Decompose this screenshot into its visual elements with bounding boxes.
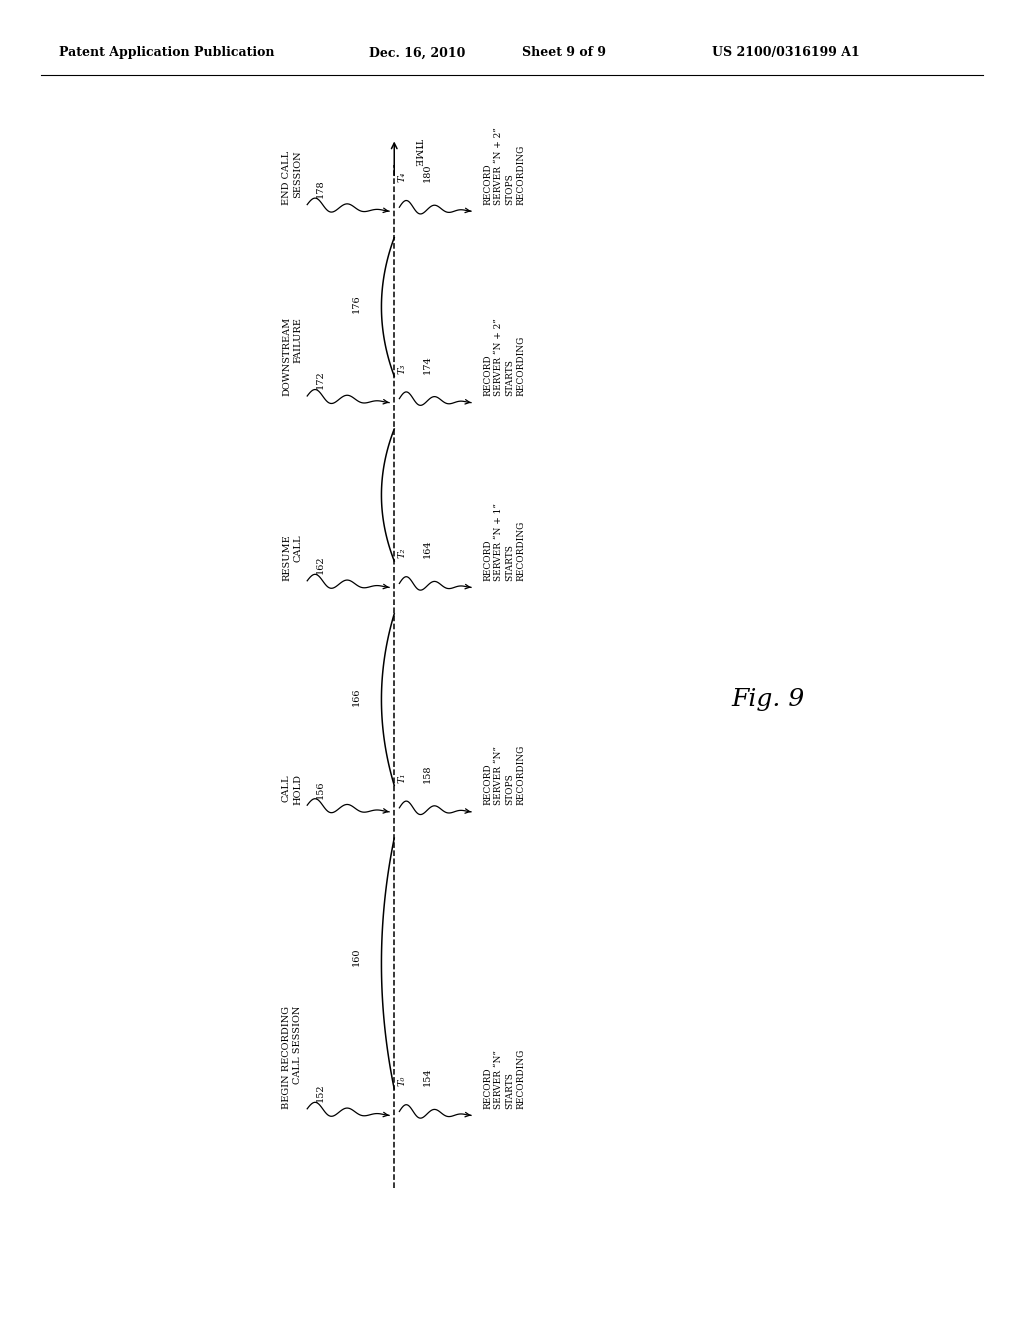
Text: 178: 178 xyxy=(315,180,325,198)
Text: T₄: T₄ xyxy=(397,172,407,182)
Text: END CALL
SESSION: END CALL SESSION xyxy=(282,150,302,205)
Text: Patent Application Publication: Patent Application Publication xyxy=(59,46,274,59)
Text: 154: 154 xyxy=(423,1068,432,1086)
Text: TIME: TIME xyxy=(413,139,422,166)
Text: T₃: T₃ xyxy=(397,363,407,374)
Text: 176: 176 xyxy=(351,294,360,313)
Text: Sheet 9 of 9: Sheet 9 of 9 xyxy=(522,46,606,59)
Text: BEGIN RECORDING
CALL SESSION: BEGIN RECORDING CALL SESSION xyxy=(282,1006,302,1109)
Text: RECORD
SERVER “N + 2”
STOPS
RECORDING: RECORD SERVER “N + 2” STOPS RECORDING xyxy=(483,127,525,205)
Text: 158: 158 xyxy=(423,764,432,783)
Text: 160: 160 xyxy=(351,948,360,966)
Text: T₀: T₀ xyxy=(397,1076,407,1086)
Text: 152: 152 xyxy=(315,1084,325,1102)
Text: T₁: T₁ xyxy=(397,772,407,783)
Text: Dec. 16, 2010: Dec. 16, 2010 xyxy=(369,46,465,59)
Text: RECORD
SERVER “N + 1”
STARTS
RECORDING: RECORD SERVER “N + 1” STARTS RECORDING xyxy=(483,503,525,581)
Text: 164: 164 xyxy=(423,540,432,558)
Text: 180: 180 xyxy=(423,164,432,182)
Text: RECORD
SERVER “N + 2”
STARTS
RECORDING: RECORD SERVER “N + 2” STARTS RECORDING xyxy=(483,318,525,396)
Text: Fig. 9: Fig. 9 xyxy=(731,688,805,711)
Text: 174: 174 xyxy=(423,355,432,374)
Text: 156: 156 xyxy=(315,780,325,799)
Text: US 2100/0316199 A1: US 2100/0316199 A1 xyxy=(712,46,859,59)
Text: 166: 166 xyxy=(351,688,360,706)
Text: RECORD
SERVER “N”
STARTS
RECORDING: RECORD SERVER “N” STARTS RECORDING xyxy=(483,1048,525,1109)
Text: CALL
HOLD: CALL HOLD xyxy=(282,775,302,805)
Text: RESUME
CALL: RESUME CALL xyxy=(282,535,302,581)
Text: 172: 172 xyxy=(315,371,325,389)
Text: T₂: T₂ xyxy=(397,548,407,558)
Text: DOWNSTREAM
FAILURE: DOWNSTREAM FAILURE xyxy=(282,317,302,396)
Text: 162: 162 xyxy=(315,556,325,574)
Text: RECORD
SERVER “N”
STOPS
RECORDING: RECORD SERVER “N” STOPS RECORDING xyxy=(483,744,525,805)
